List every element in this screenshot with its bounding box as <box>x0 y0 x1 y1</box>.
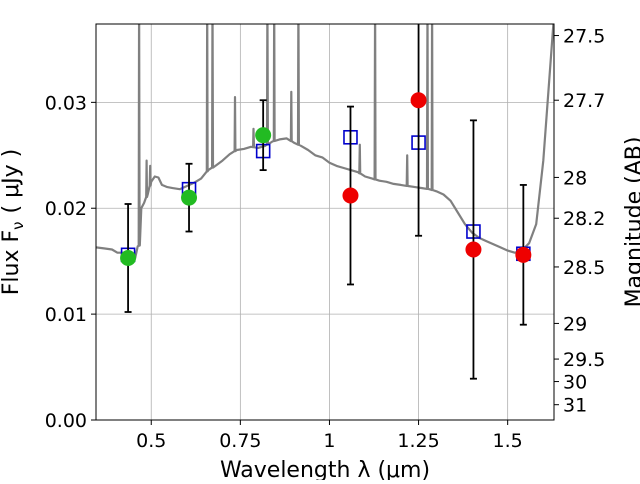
right-tick-label: 28 <box>563 167 587 189</box>
x-tick-label: 1.25 <box>397 430 439 452</box>
observed-flux-point <box>181 189 198 206</box>
y-axis-label-unit: ( μJy ) <box>0 149 24 214</box>
observed-flux-point <box>515 246 532 263</box>
observed-flux-point <box>342 187 359 204</box>
right-axis-label: Magnitude (AB) <box>622 137 640 308</box>
model-spectrum-group <box>96 24 554 260</box>
right-tick-label: 27.7 <box>563 90 605 112</box>
right-tick-label: 28.5 <box>563 257 605 279</box>
right-tick-label: 27.5 <box>563 26 605 48</box>
observed-flux-point <box>410 92 427 109</box>
y-axis-label: Flux Fν ( μJy ) <box>0 149 27 295</box>
x-tick-label: 1.5 <box>493 430 523 452</box>
photometry-group <box>120 24 532 380</box>
observed-flux-point <box>255 127 272 144</box>
observed-flux-point <box>120 250 137 266</box>
x-tick-label: 0.5 <box>136 430 166 452</box>
model-spectrum-line <box>96 24 554 260</box>
y-tick-label: 0.00 <box>45 410 87 432</box>
x-tick-label: 1 <box>323 430 335 452</box>
grid-lines <box>96 24 554 421</box>
y-tick-label: 0.02 <box>45 198 87 220</box>
plot-frame <box>95 23 555 421</box>
x-tick-label: 0.75 <box>219 430 261 452</box>
x-axis-label: Wavelength λ (μm) <box>220 458 430 480</box>
y-tick-label: 0.01 <box>45 304 87 326</box>
y-tick-label: 0.03 <box>45 92 87 114</box>
right-tick-label: 29 <box>563 313 587 335</box>
y-axis-label-subscript: ν <box>9 221 27 229</box>
y-axis-label-main: Flux F <box>0 230 24 295</box>
right-tick-label: 29.5 <box>563 349 605 371</box>
axes: 0.5 0.75 1 1.25 1.5 0.00 0.01 0.02 0.03 27.5 27.7 2… <box>45 26 606 452</box>
right-tick-label: 31 <box>563 395 587 417</box>
right-tick-label: 30 <box>563 372 587 394</box>
right-tick-label: 28.2 <box>563 208 605 230</box>
observed-flux-point <box>465 241 482 258</box>
